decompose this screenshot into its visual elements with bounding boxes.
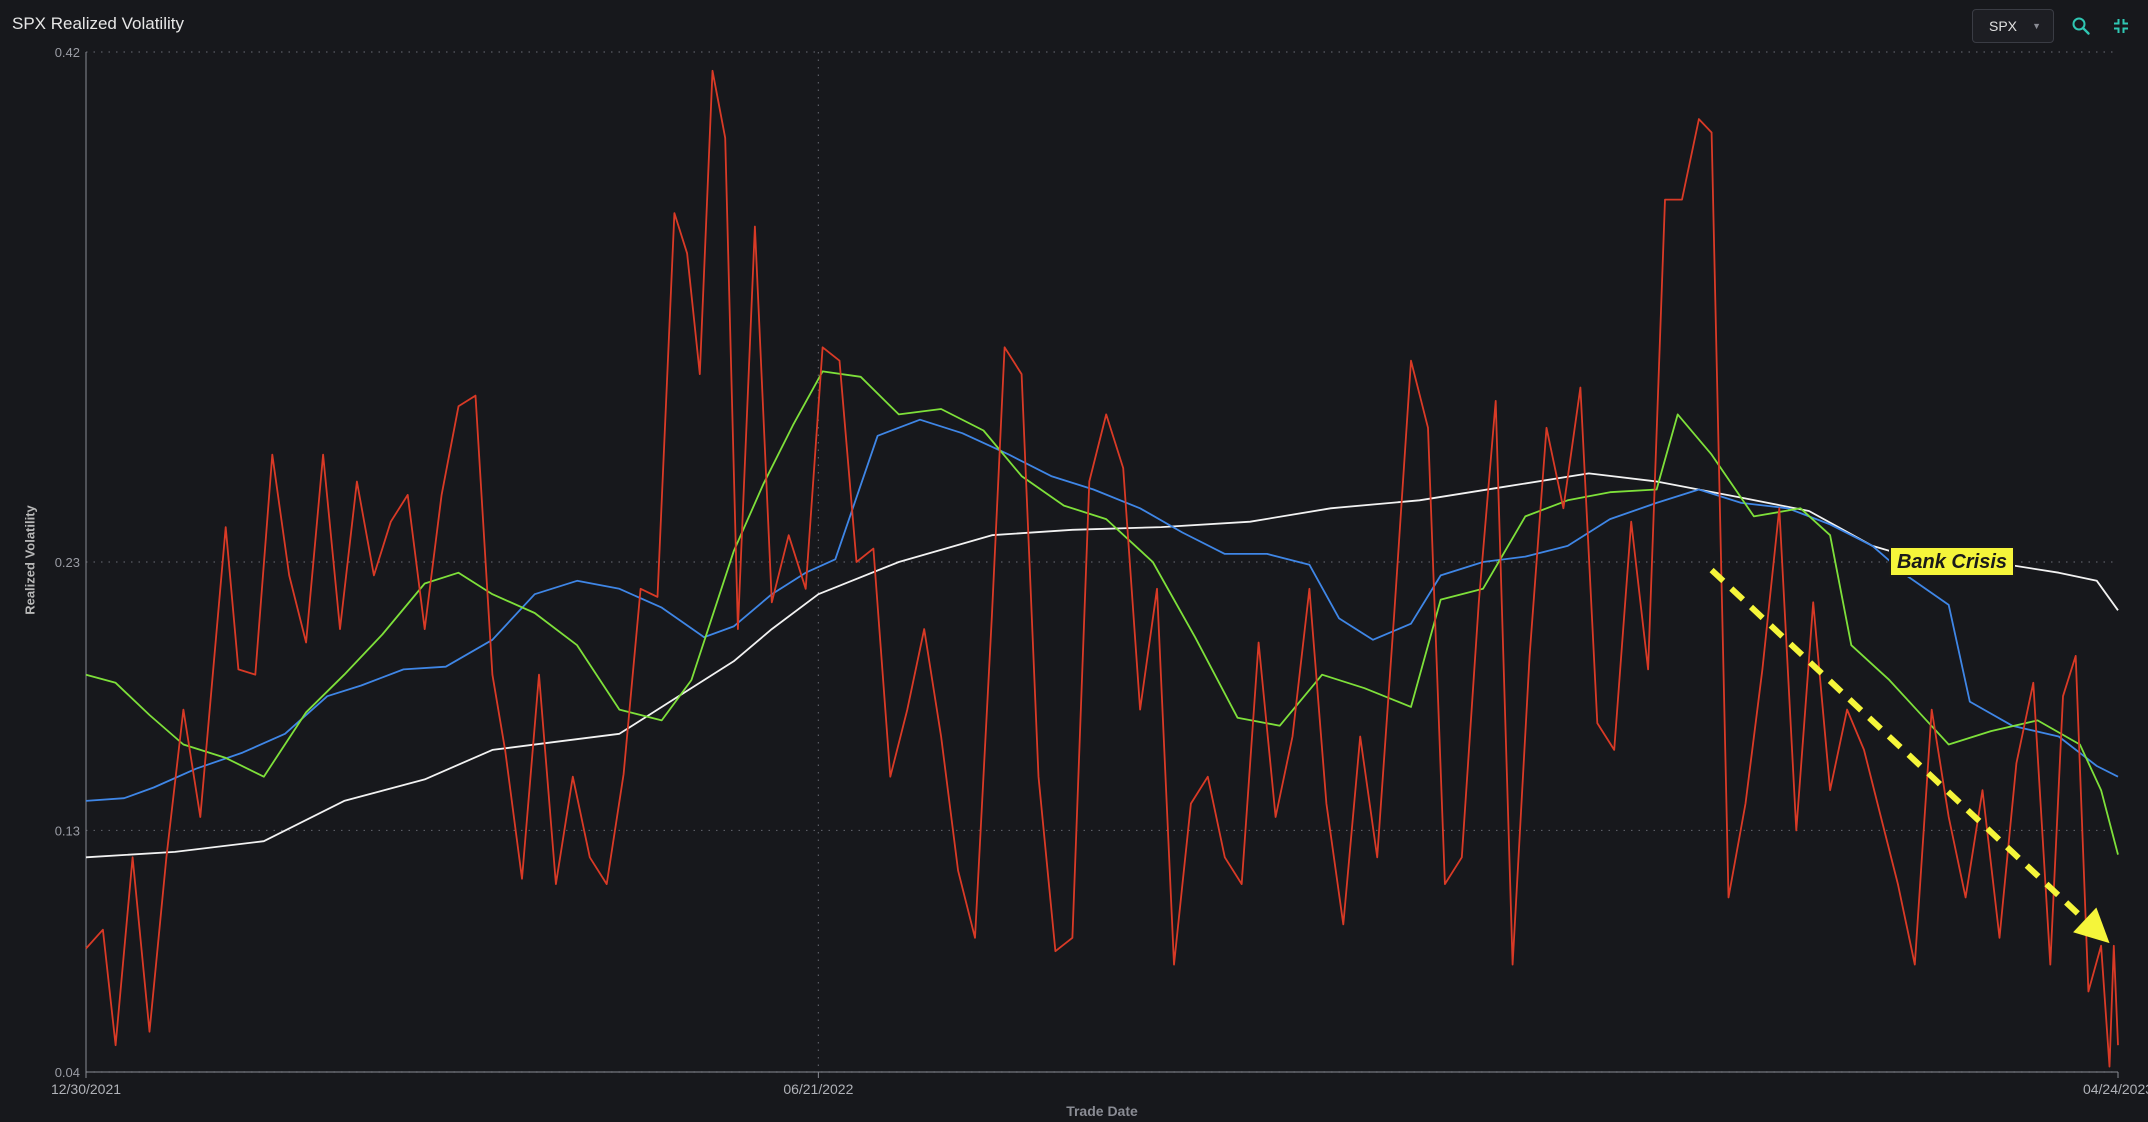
search-icon <box>2072 17 2090 35</box>
annotation-box <box>1889 546 2015 577</box>
panel-title: SPX Realized Volatility <box>12 14 184 33</box>
x-tick-label: 04/24/2023 <box>2083 1081 2148 1097</box>
x-axis-title: Trade Date <box>1066 1103 1138 1119</box>
y-tick-label: 0.23 <box>55 555 80 570</box>
ticker-select-value: SPX <box>1989 18 2018 34</box>
annotation-arrow <box>1709 567 2087 923</box>
x-tick-label: 06/21/2022 <box>783 1081 853 1097</box>
chart-toolbar: SPX ▼ <box>1972 9 2134 43</box>
series-line-4[interactable] <box>85 69 2119 1068</box>
series-line-3[interactable] <box>85 370 2119 855</box>
caret-down-icon: ▼ <box>2032 21 2041 31</box>
y-tick-label: 0.13 <box>55 823 80 838</box>
x-tick-label: 12/30/2021 <box>51 1081 121 1097</box>
zoom-button[interactable] <box>2068 13 2094 39</box>
y-tick-label: 0.42 <box>55 45 80 60</box>
collapse-button[interactable] <box>2108 13 2134 39</box>
y-tick-label: 0.04 <box>55 1065 80 1080</box>
annotation-label: Bank Crisis <box>1897 551 2007 573</box>
collapse-icon <box>2114 19 2128 33</box>
ticker-select[interactable]: SPX ▼ <box>1972 9 2054 43</box>
annotation-arrowhead <box>2073 907 2110 944</box>
